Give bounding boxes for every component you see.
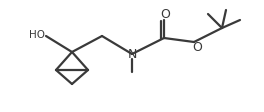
Text: N: N: [127, 47, 137, 60]
Text: O: O: [160, 8, 170, 20]
Text: HO: HO: [29, 30, 45, 40]
Text: O: O: [192, 41, 202, 54]
